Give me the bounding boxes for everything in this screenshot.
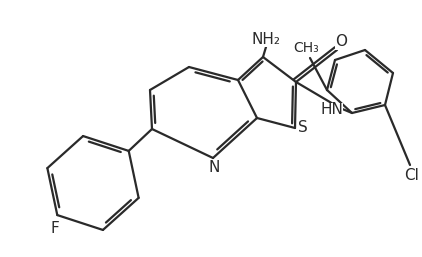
Text: N: N [208, 161, 220, 176]
Text: S: S [298, 121, 308, 135]
Text: Cl: Cl [405, 168, 419, 182]
Text: NH₂: NH₂ [252, 32, 281, 47]
Text: F: F [51, 221, 60, 236]
Text: CH₃: CH₃ [293, 41, 319, 55]
Text: HN: HN [321, 103, 344, 117]
Text: O: O [335, 34, 347, 50]
